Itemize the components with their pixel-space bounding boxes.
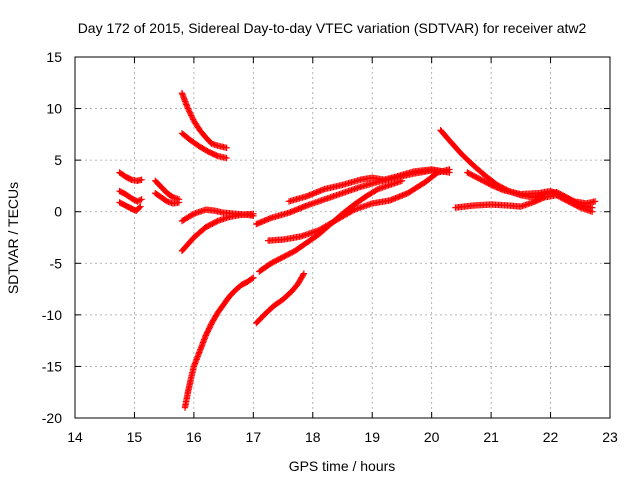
data-point-marker [205, 326, 212, 334]
series-arc-14 [256, 177, 406, 275]
series-arc-9 [178, 210, 257, 255]
x-tick-label: 16 [186, 429, 202, 445]
y-tick-label: -10 [42, 307, 62, 323]
series-arc-17 [452, 192, 596, 215]
plot-frame [74, 56, 611, 419]
data-point-marker [204, 328, 211, 335]
series-arc-7 [178, 130, 230, 162]
data-point-marker [207, 322, 214, 330]
chart-title: Day 172 of 2015, Sidereal Day-to-day VTE… [78, 20, 587, 36]
data-point-marker [187, 110, 194, 118]
x-tick-label: 18 [305, 429, 321, 445]
x-tick-label: 20 [424, 429, 440, 445]
y-axis-label: SDTVAR / TECUs [5, 182, 21, 294]
series-arc-18 [464, 169, 599, 207]
data-point-marker [188, 113, 196, 121]
data-point-marker [300, 270, 308, 277]
data-point-marker [299, 271, 307, 279]
x-tick-label: 21 [483, 429, 499, 445]
data-point-marker [175, 199, 183, 206]
series-arc-3 [116, 199, 144, 214]
series-arc-11 [253, 167, 447, 228]
x-tick-label: 23 [602, 429, 618, 445]
x-tick-labels: 14 15 16 17 18 19 20 21 22 23 [67, 429, 618, 445]
data-point-marker [398, 177, 406, 184]
data-point-marker [223, 154, 230, 162]
x-tick-label: 15 [127, 429, 143, 445]
x-tick-label: 22 [543, 429, 559, 445]
data-point-marker [250, 210, 257, 217]
data-point-marker [136, 204, 143, 211]
data-point-marker [137, 203, 144, 210]
data-point-marker [588, 208, 596, 215]
data-point-marker [186, 108, 193, 115]
x-tick-label: 14 [67, 429, 83, 445]
data-point-marker [213, 218, 220, 225]
data-point-marker [223, 144, 230, 151]
data-point-marker [203, 329, 211, 336]
data-point-marker [134, 198, 141, 205]
data-point-marker [248, 275, 256, 282]
data-point-marker [250, 274, 257, 281]
series-arc-6 [178, 89, 230, 151]
data-point-marker [189, 114, 196, 122]
data-point-marker [202, 332, 209, 339]
y-tick-label: 0 [54, 204, 62, 220]
data-point-marker [184, 105, 192, 112]
y-tick-label: -5 [50, 255, 63, 271]
y-tick-label: 10 [46, 101, 62, 117]
data-point-marker [205, 325, 213, 332]
data-point-marker [203, 330, 210, 338]
x-tick-label: 17 [246, 429, 262, 445]
data-point-marker [446, 166, 453, 173]
x-axis-label: GPS time / hours [289, 458, 396, 474]
y-tick-label: -15 [42, 358, 62, 374]
axis-ticks [74, 56, 611, 419]
data-point-marker [135, 197, 143, 204]
series-arc-10 [181, 274, 257, 411]
y-tick-label: 5 [54, 152, 62, 168]
data-point-marker [188, 112, 195, 119]
y-tick-label: 15 [46, 49, 62, 65]
grid [75, 57, 610, 418]
data-point-marker [186, 109, 194, 116]
series-arc-4 [152, 177, 183, 203]
series-arc-2 [116, 187, 145, 205]
data-point-marker [138, 176, 145, 183]
series-arc-5 [152, 189, 183, 207]
series-arc-8 [178, 206, 257, 225]
data-point-marker [206, 324, 213, 331]
series-arc-15 [253, 270, 308, 327]
data-point-marker [136, 196, 144, 204]
data-point-marker [138, 196, 145, 203]
data-point-marker [373, 186, 381, 194]
data-point-marker [185, 106, 192, 114]
x-tick-label: 19 [364, 429, 380, 445]
data-point-marker [591, 198, 599, 205]
y-tick-label: -20 [42, 410, 62, 426]
series-arc-1 [116, 169, 145, 184]
data-point-marker [189, 211, 196, 218]
y-tick-labels: -20 -15 -10 -5 0 5 10 15 [42, 49, 62, 426]
data-marks [116, 89, 599, 411]
